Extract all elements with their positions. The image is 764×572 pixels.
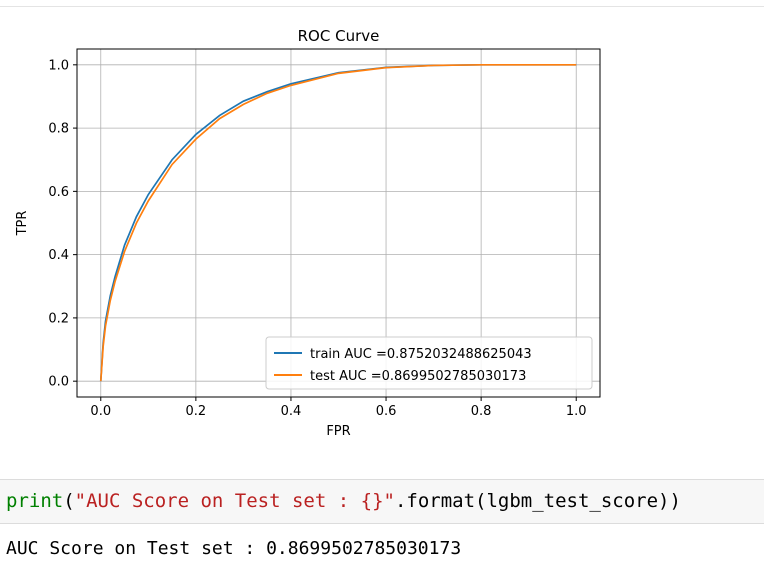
x-tick-label: 0.2 (186, 404, 207, 419)
x-axis-label: FPR (326, 424, 350, 439)
legend-label: train AUC =0.8752032488625043 (310, 347, 532, 362)
output-text: AUC Score on Test set : 0.86995027850301… (6, 538, 462, 559)
roc-chart: 0.0 0.2 0.4 0.6 0.8 1.0 0.0 0.2 0.4 0.6 0.8 1.0 ROC … (15, 27, 601, 439)
legend: train AUC =0.8752032488625043 test AUC =0… (265, 336, 593, 390)
axes-frame (76, 48, 601, 398)
y-tick-label: 1.0 (48, 58, 69, 73)
code-line[interactable]: print("AUC Score on Test set : {}".forma… (6, 490, 681, 512)
series-line-test (99, 63, 577, 382)
series-line-train (99, 63, 577, 382)
x-tick-label: 0.4 (281, 404, 302, 419)
code-cell[interactable]: print("AUC Score on Test set : {}".forma… (0, 479, 764, 524)
x-tick-label: 0.8 (471, 404, 492, 419)
x-tick-label: 0.0 (90, 404, 111, 419)
chart-title: ROC Curve (298, 27, 380, 45)
y-tick-label: 0.0 (48, 375, 69, 390)
y-tick-label: 0.2 (48, 311, 69, 326)
code-open-paren: ( (63, 490, 75, 512)
x-tick-label: 1.0 (566, 404, 587, 419)
code-rest: .format(lgbm_test_score)) (394, 490, 681, 512)
y-tick-label: 0.6 (48, 185, 69, 200)
legend-box (265, 336, 593, 390)
plot-output: 0.0 0.2 0.4 0.6 0.8 1.0 0.0 0.2 0.4 0.6 0.8 1.0 ROC … (0, 8, 764, 468)
cell-divider (0, 6, 764, 7)
x-tick-label: 0.6 (376, 404, 397, 419)
y-tick-label: 0.4 (48, 248, 69, 263)
y-axis-label: TPR (15, 211, 30, 237)
legend-label: test AUC =0.8699502785030173 (310, 369, 526, 384)
code-string: "AUC Score on Test set : {}" (74, 490, 395, 512)
code-function: print (6, 490, 64, 512)
y-tick-label: 0.8 (48, 122, 69, 137)
